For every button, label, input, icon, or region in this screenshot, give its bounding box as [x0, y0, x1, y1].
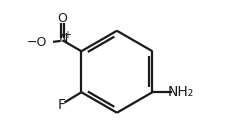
Text: F: F	[58, 98, 66, 112]
Text: +: +	[63, 30, 71, 40]
Text: NH₂: NH₂	[167, 85, 194, 99]
Text: N: N	[59, 32, 68, 45]
Text: −O: −O	[27, 36, 47, 49]
Text: O: O	[58, 12, 68, 25]
